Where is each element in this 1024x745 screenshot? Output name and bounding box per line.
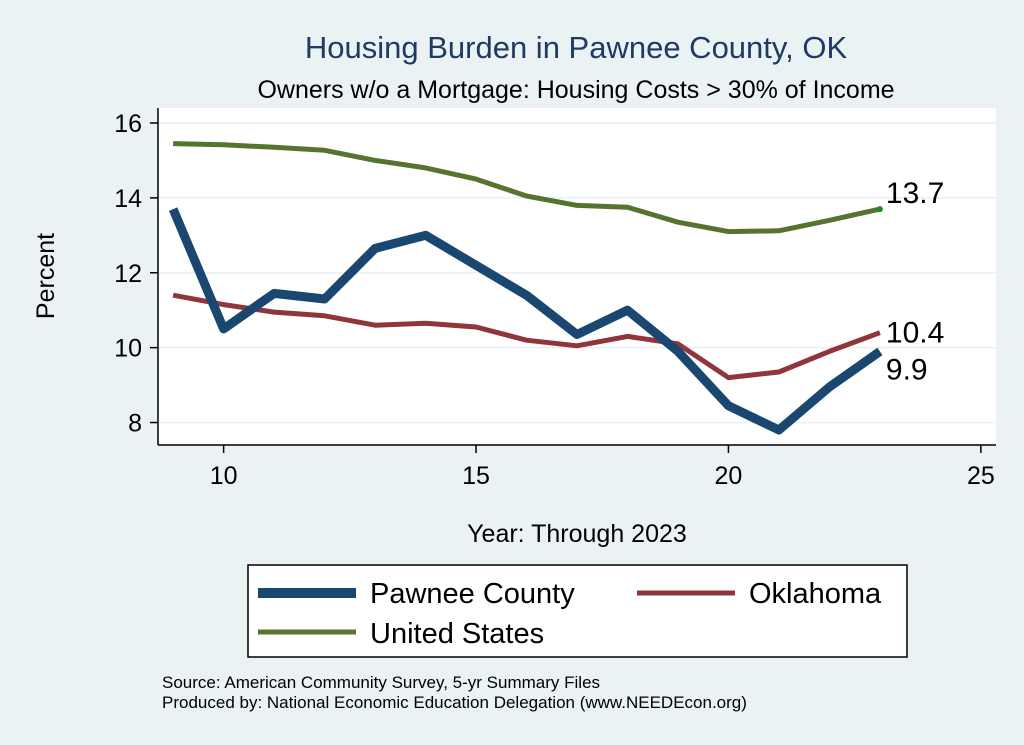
legend-box xyxy=(247,564,908,658)
produced-note: Produced by: National Economic Education… xyxy=(162,693,747,712)
end-label-2: 13.7 xyxy=(886,177,944,210)
end-labels: 9.910.4 13.7 xyxy=(886,177,944,386)
y-tick-label: 10 xyxy=(114,335,142,363)
series-line-1 xyxy=(172,292,881,381)
end-marker-us xyxy=(876,206,883,213)
plot-area xyxy=(158,108,996,445)
chart-title: Housing Burden in Pawnee County, OK xyxy=(305,30,848,65)
series-line-2 xyxy=(173,141,881,235)
legend-label-oklahoma: Oklahoma xyxy=(749,578,882,610)
chart-subtitle: Owners w/o a Mortgage: Housing Costs > 3… xyxy=(257,76,894,104)
source-note: Source: American Community Survey, 5-yr … xyxy=(162,673,600,692)
x-tick-label: 25 xyxy=(967,462,995,490)
x-tick-label: 15 xyxy=(462,462,490,490)
grid-lines xyxy=(158,122,996,424)
y-tick-label: 14 xyxy=(114,185,142,213)
y-tick-label: 16 xyxy=(114,110,142,138)
y-axis-label: Percent xyxy=(32,233,60,319)
axes: 8 10 12 14 16 10 15 20 25 xyxy=(114,108,996,490)
end-label-0: 9.9 xyxy=(886,353,928,386)
y-tick-label: 12 xyxy=(114,260,142,288)
x-tick-label: 20 xyxy=(715,462,743,490)
legend: Pawnee County Oklahoma United States xyxy=(247,564,908,658)
end-label-1: 10.4 xyxy=(886,317,944,350)
y-tick-label: 8 xyxy=(128,410,142,438)
series-line-0 xyxy=(168,207,883,435)
x-axis-label: Year: Through 2023 xyxy=(467,520,687,548)
x-tick-label: 10 xyxy=(210,462,238,490)
legend-label-us: United States xyxy=(370,618,544,650)
legend-label-pawnee: Pawnee County xyxy=(370,578,575,610)
series-lines xyxy=(168,141,883,435)
